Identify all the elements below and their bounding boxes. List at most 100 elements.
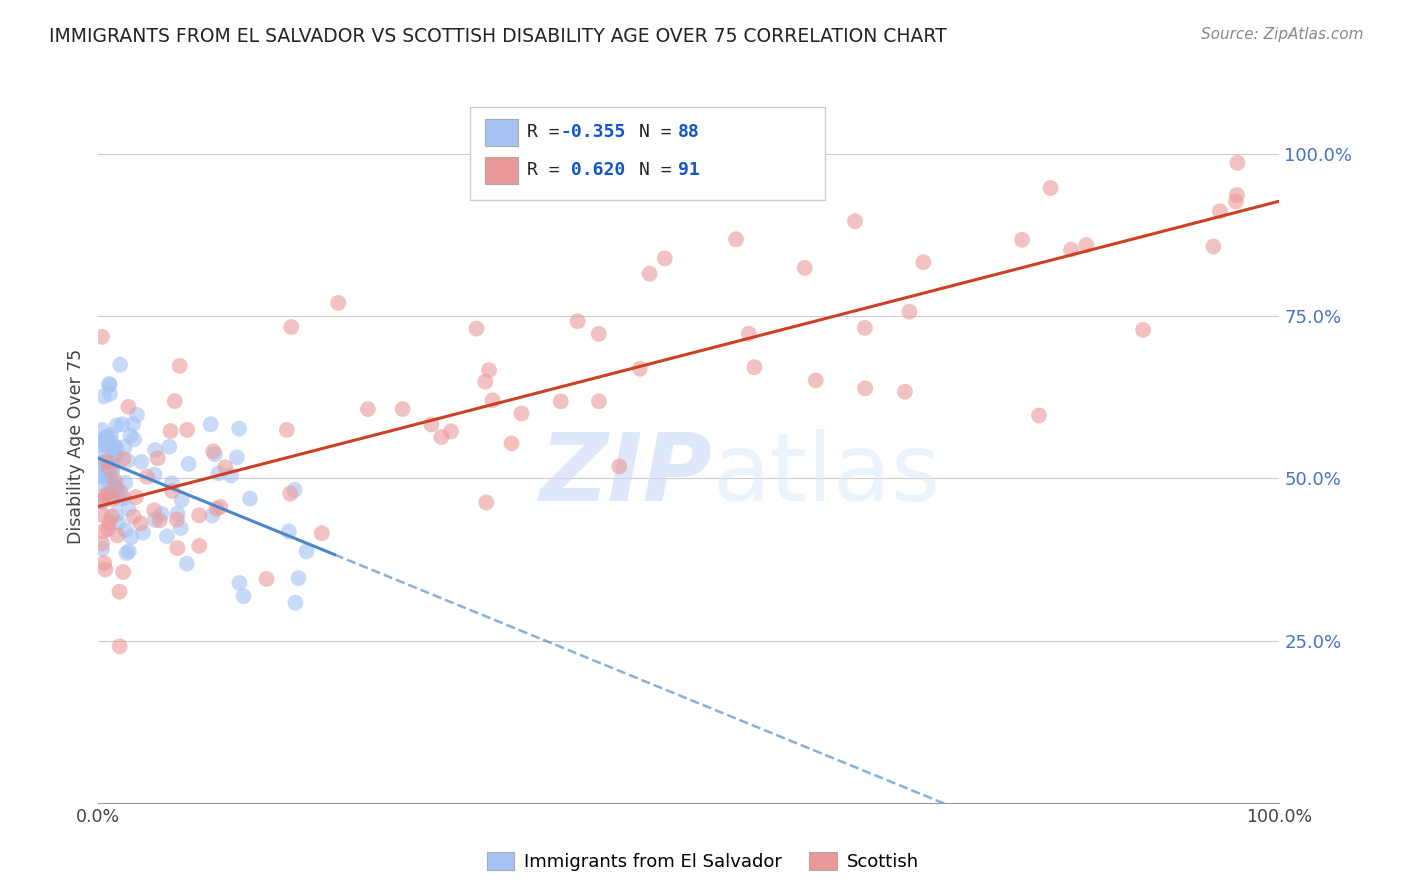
Point	[156, 529, 179, 543]
Point	[105, 481, 128, 495]
Point	[501, 436, 523, 450]
Point	[112, 565, 135, 579]
Point	[200, 417, 222, 432]
Point	[91, 541, 114, 556]
Point	[105, 528, 128, 542]
Point	[120, 530, 142, 544]
Point	[143, 443, 166, 458]
Point	[96, 430, 118, 444]
Point	[118, 544, 141, 558]
Point	[214, 460, 236, 475]
Point	[166, 541, 188, 555]
Point	[465, 321, 488, 335]
Point	[111, 417, 134, 432]
Point	[295, 544, 318, 558]
Point	[1202, 239, 1225, 253]
Point	[744, 360, 766, 375]
Point	[287, 571, 309, 585]
Point	[114, 440, 136, 454]
Point	[284, 483, 307, 497]
Point	[98, 376, 121, 391]
Text: R =: R =	[527, 161, 571, 178]
Point	[204, 447, 226, 461]
Point	[91, 436, 114, 450]
Point	[277, 524, 299, 539]
Point	[91, 536, 114, 550]
Point	[160, 476, 183, 491]
Point	[91, 423, 114, 437]
Point	[112, 491, 135, 505]
Point	[100, 509, 122, 524]
Point	[607, 459, 630, 474]
Point	[132, 525, 155, 540]
Point	[122, 509, 145, 524]
Point	[188, 539, 211, 553]
Point	[114, 475, 136, 490]
Point	[188, 508, 211, 523]
Point	[853, 321, 876, 335]
Point	[280, 320, 302, 334]
Point	[391, 402, 413, 417]
Point	[98, 461, 121, 475]
Point	[1226, 188, 1249, 202]
Point	[1028, 409, 1050, 423]
Point	[91, 495, 114, 509]
Text: ZIP: ZIP	[540, 428, 713, 521]
Point	[256, 572, 278, 586]
Point	[170, 521, 193, 535]
Point	[107, 516, 129, 530]
Point	[91, 508, 114, 522]
Point	[1226, 156, 1249, 170]
Point	[228, 576, 250, 591]
Point	[131, 455, 153, 469]
Point	[103, 478, 125, 492]
Point	[474, 375, 496, 389]
Point	[166, 507, 188, 521]
Y-axis label: Disability Age Over 75: Disability Age Over 75	[66, 349, 84, 543]
Point	[150, 507, 173, 521]
Point	[101, 457, 124, 471]
Point	[94, 464, 117, 478]
Point	[311, 526, 333, 541]
Point	[588, 326, 610, 341]
Text: IMMIGRANTS FROM EL SALVADOR VS SCOTTISH DISABILITY AGE OVER 75 CORRELATION CHART: IMMIGRANTS FROM EL SALVADOR VS SCOTTISH …	[49, 27, 948, 45]
Point	[1011, 233, 1033, 247]
Point	[149, 513, 172, 527]
Point	[1039, 181, 1062, 195]
Point	[328, 296, 350, 310]
Point	[96, 454, 118, 468]
Point	[93, 524, 115, 538]
Point	[103, 483, 125, 498]
Point	[97, 522, 120, 536]
Point	[104, 508, 127, 522]
Point	[1076, 238, 1098, 252]
Point	[104, 441, 127, 455]
Point	[100, 428, 122, 442]
Point	[159, 424, 181, 438]
Point	[143, 467, 166, 482]
Point	[91, 494, 114, 508]
Point	[284, 596, 307, 610]
Point	[91, 470, 114, 484]
Point	[136, 469, 159, 483]
Point	[205, 501, 228, 516]
Point	[481, 393, 503, 408]
Point	[129, 516, 152, 531]
Point	[98, 387, 121, 401]
Text: -0.355: -0.355	[560, 123, 626, 141]
Text: Source: ZipAtlas.com: Source: ZipAtlas.com	[1201, 27, 1364, 42]
Point	[96, 438, 118, 452]
Point	[104, 446, 127, 460]
Point	[91, 456, 114, 470]
Point	[117, 400, 139, 414]
Text: 88: 88	[678, 123, 700, 141]
Point	[122, 417, 145, 432]
Point	[357, 402, 380, 417]
Point	[91, 438, 114, 452]
Point	[232, 589, 254, 603]
Point	[117, 453, 139, 467]
Point	[101, 466, 124, 480]
Point	[94, 432, 117, 446]
Text: atlas: atlas	[713, 428, 941, 521]
Point	[1132, 323, 1154, 337]
